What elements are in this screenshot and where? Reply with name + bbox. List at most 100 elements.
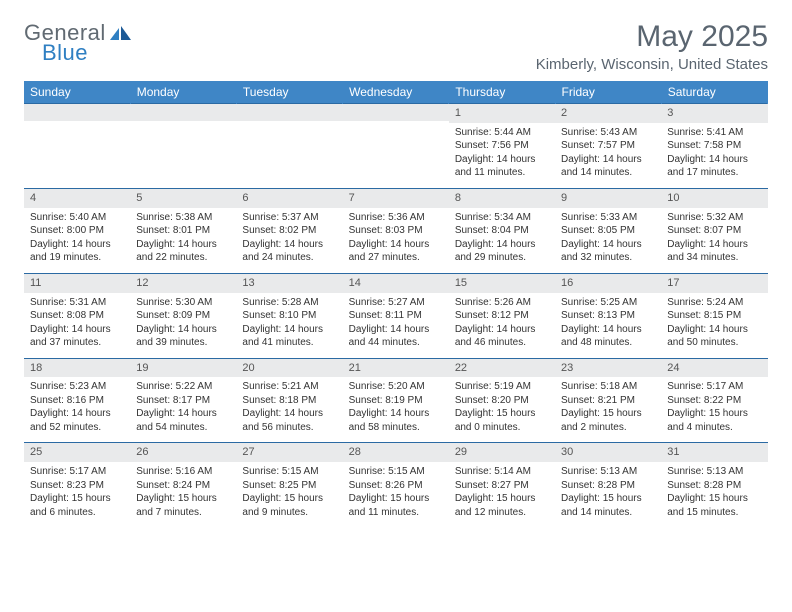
day-details: Sunrise: 5:15 AM Sunset: 8:25 PM Daylight:… <box>236 462 342 527</box>
daylight-line: Daylight: 14 hours and 19 minutes. <box>30 239 111 264</box>
daylight-line: Daylight: 15 hours and 4 minutes. <box>667 408 748 433</box>
day-number: 3 <box>661 104 767 123</box>
sunrise-line: Sunrise: 5:24 AM <box>667 297 743 308</box>
weekday-header-row: Sunday Monday Tuesday Wednesday Thursday… <box>24 81 768 104</box>
daylight-line: Daylight: 14 hours and 29 minutes. <box>455 239 536 264</box>
sunrise-line: Sunrise: 5:19 AM <box>455 381 531 392</box>
daylight-line: Daylight: 15 hours and 9 minutes. <box>242 493 323 518</box>
calendar-day-cell: 20Sunrise: 5:21 AMSunset: 8:18 PMDayligh… <box>236 358 342 443</box>
calendar-day-cell: 6Sunrise: 5:37 AMSunset: 8:02 PMDaylight… <box>236 188 342 273</box>
day-details: Sunrise: 5:17 AMSunset: 8:22 PMDaylight:… <box>661 377 767 442</box>
daylight-line: Daylight: 14 hours and 14 minutes. <box>561 154 642 179</box>
sunset-line: Sunset: 8:22 PM <box>667 395 741 406</box>
day-number: 17 <box>661 274 767 293</box>
sunset-line: Sunset: 8:24 PM <box>136 480 210 491</box>
weekday-header: Friday <box>555 81 661 104</box>
sunrise-line: Sunrise: 5:28 AM <box>242 297 318 308</box>
day-number: 4 <box>24 189 130 208</box>
calendar-week-row: 1Sunrise: 5:44 AMSunset: 7:56 PMDaylight… <box>24 104 768 189</box>
day-number <box>236 104 342 121</box>
sunset-line: Sunset: 8:25 PM <box>242 480 316 491</box>
calendar-week-row: 25Sunrise: 5:17 AMSunset: 8:23 PMDayligh… <box>24 443 768 527</box>
sunset-line: Sunset: 8:16 PM <box>30 395 104 406</box>
day-number: 20 <box>236 359 342 378</box>
day-details: Sunrise: 5:28 AMSunset: 8:10 PMDaylight:… <box>236 293 342 358</box>
day-number: 23 <box>555 359 661 378</box>
sunrise-line: Sunrise: 5:15 AM <box>242 466 318 477</box>
day-details: Sunrise: 5:40 AMSunset: 8:00 PMDaylight:… <box>24 208 130 273</box>
day-number <box>24 104 130 121</box>
sunrise-line: Sunrise: 5:26 AM <box>455 297 531 308</box>
weekday-header: Saturday <box>661 81 767 104</box>
sunset-line: Sunset: 8:09 PM <box>136 310 210 321</box>
sunset-line: Sunset: 8:28 PM <box>561 480 635 491</box>
daylight-line: Daylight: 15 hours and 6 minutes. <box>30 493 111 518</box>
sunrise-line: Sunrise: 5:21 AM <box>242 381 318 392</box>
sunrise-line: Sunrise: 5:14 AM <box>455 466 531 477</box>
daylight-line: Daylight: 14 hours and 54 minutes. <box>136 408 217 433</box>
sunset-line: Sunset: 8:12 PM <box>455 310 529 321</box>
daylight-line: Daylight: 14 hours and 39 minutes. <box>136 324 217 349</box>
sunrise-line: Sunrise: 5:23 AM <box>30 381 106 392</box>
day-details: Sunrise: 5:43 AMSunset: 7:57 PMDaylight:… <box>555 123 661 188</box>
calendar-day-cell <box>24 104 130 189</box>
day-details: Sunrise: 5:13 AMSunset: 8:28 PMDaylight:… <box>555 462 661 527</box>
sunset-line: Sunset: 8:10 PM <box>242 310 316 321</box>
calendar-day-cell: 12Sunrise: 5:30 AMSunset: 8:09 PMDayligh… <box>130 273 236 358</box>
day-details: Sunrise: 5:16 AMSunset: 8:24 PMDaylight:… <box>130 462 236 527</box>
sunset-line: Sunset: 7:57 PM <box>561 140 635 151</box>
sunrise-line: Sunrise: 5:37 AM <box>242 212 318 223</box>
day-details: Sunrise: 5:24 AMSunset: 8:15 PMDaylight:… <box>661 293 767 358</box>
sunset-line: Sunset: 8:07 PM <box>667 225 741 236</box>
calendar-day-cell: 16Sunrise: 5:25 AMSunset: 8:13 PMDayligh… <box>555 273 661 358</box>
day-number: 31 <box>661 443 767 462</box>
calendar-day-cell: 11Sunrise: 5:31 AMSunset: 8:08 PMDayligh… <box>24 273 130 358</box>
day-details: Sunrise: 5:37 AMSunset: 8:02 PMDaylight:… <box>236 208 342 273</box>
calendar-day-cell: 21Sunrise: 5:20 AMSunset: 8:19 PMDayligh… <box>343 358 449 443</box>
day-details: Sunrise: 5:13 AMSunset: 8:28 PMDaylight:… <box>661 462 767 527</box>
day-details: Sunrise: 5:27 AMSunset: 8:11 PMDaylight:… <box>343 293 449 358</box>
calendar-day-cell: 17Sunrise: 5:24 AMSunset: 8:15 PMDayligh… <box>661 273 767 358</box>
sunset-line: Sunset: 8:15 PM <box>667 310 741 321</box>
calendar-day-cell: 28Sunrise: 5:15 AMSunset: 8:26 PMDayligh… <box>343 443 449 527</box>
day-number: 15 <box>449 274 555 293</box>
daylight-line: Daylight: 14 hours and 27 minutes. <box>349 239 430 264</box>
calendar-table: Sunday Monday Tuesday Wednesday Thursday… <box>24 81 768 527</box>
calendar-day-cell: 27Sunrise: 5:15 AMSunset: 8:25 PMDayligh… <box>236 443 342 527</box>
logo-sail-icon <box>110 26 132 40</box>
sunset-line: Sunset: 7:58 PM <box>667 140 741 151</box>
day-details: Sunrise: 5:22 AMSunset: 8:17 PMDaylight:… <box>130 377 236 442</box>
sunset-line: Sunset: 8:23 PM <box>30 480 104 491</box>
day-number: 26 <box>130 443 236 462</box>
sunrise-line: Sunrise: 5:34 AM <box>455 212 531 223</box>
day-number: 13 <box>236 274 342 293</box>
sunrise-line: Sunrise: 5:13 AM <box>561 466 637 477</box>
day-details: Sunrise: 5:14 AMSunset: 8:27 PMDaylight:… <box>449 462 555 527</box>
sunset-line: Sunset: 8:19 PM <box>349 395 423 406</box>
day-number: 30 <box>555 443 661 462</box>
day-details: Sunrise: 5:20 AMSunset: 8:19 PMDaylight:… <box>343 377 449 442</box>
day-number <box>130 104 236 121</box>
day-details: Sunrise: 5:31 AMSunset: 8:08 PMDaylight:… <box>24 293 130 358</box>
day-number: 21 <box>343 359 449 378</box>
calendar-day-cell: 2Sunrise: 5:43 AMSunset: 7:57 PMDaylight… <box>555 104 661 189</box>
daylight-line: Daylight: 14 hours and 22 minutes. <box>136 239 217 264</box>
sunset-line: Sunset: 8:27 PM <box>455 480 529 491</box>
daylight-line: Daylight: 14 hours and 48 minutes. <box>561 324 642 349</box>
day-number: 12 <box>130 274 236 293</box>
calendar-week-row: 18Sunrise: 5:23 AMSunset: 8:16 PMDayligh… <box>24 358 768 443</box>
daylight-line: Daylight: 15 hours and 7 minutes. <box>136 493 217 518</box>
calendar-day-cell: 30Sunrise: 5:13 AMSunset: 8:28 PMDayligh… <box>555 443 661 527</box>
sunset-line: Sunset: 8:21 PM <box>561 395 635 406</box>
weekday-header: Tuesday <box>236 81 342 104</box>
weekday-header: Monday <box>130 81 236 104</box>
day-details: Sunrise: 5:19 AMSunset: 8:20 PMDaylight:… <box>449 377 555 442</box>
calendar-day-cell: 18Sunrise: 5:23 AMSunset: 8:16 PMDayligh… <box>24 358 130 443</box>
sunrise-line: Sunrise: 5:41 AM <box>667 127 743 138</box>
sunset-line: Sunset: 8:05 PM <box>561 225 635 236</box>
daylight-line: Daylight: 15 hours and 15 minutes. <box>667 493 748 518</box>
day-details: Sunrise: 5:33 AMSunset: 8:05 PMDaylight:… <box>555 208 661 273</box>
sunset-line: Sunset: 7:56 PM <box>455 140 529 151</box>
sunrise-line: Sunrise: 5:32 AM <box>667 212 743 223</box>
calendar-day-cell: 13Sunrise: 5:28 AMSunset: 8:10 PMDayligh… <box>236 273 342 358</box>
